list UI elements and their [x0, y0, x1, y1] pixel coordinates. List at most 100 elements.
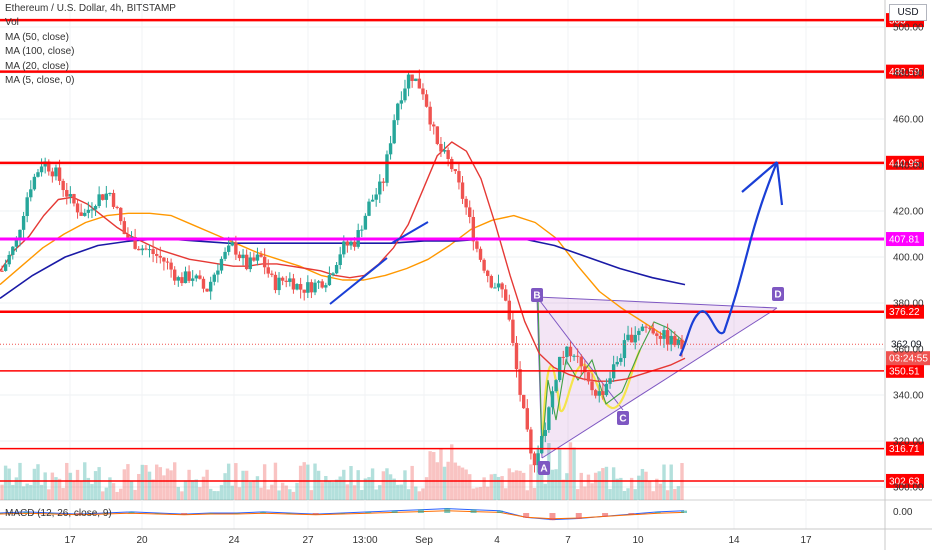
candle[interactable]	[424, 89, 429, 108]
candle[interactable]	[3, 259, 8, 272]
candle[interactable]	[651, 322, 655, 335]
candle[interactable]	[457, 161, 461, 190]
candle[interactable]	[496, 274, 501, 292]
price-level-tag[interactable]	[886, 441, 924, 456]
candle[interactable]	[216, 263, 220, 283]
candle[interactable]	[385, 150, 389, 187]
candle[interactable]	[313, 279, 317, 296]
candle[interactable]	[331, 272, 335, 277]
candle[interactable]	[244, 249, 249, 271]
candle[interactable]	[399, 91, 404, 110]
candle[interactable]	[198, 270, 202, 280]
candle[interactable]	[478, 246, 483, 263]
candle[interactable]	[277, 272, 281, 296]
candle[interactable]	[439, 136, 443, 157]
candle[interactable]	[489, 274, 494, 289]
candle[interactable]	[539, 429, 544, 455]
candle[interactable]	[561, 350, 565, 366]
candle[interactable]	[291, 273, 296, 294]
candle[interactable]	[593, 388, 598, 399]
candle[interactable]	[21, 211, 26, 239]
symbol-title[interactable]: Ethereum / U.S. Dollar, 4h, BITSTAMP	[5, 3, 176, 14]
candle[interactable]	[575, 348, 580, 364]
candle[interactable]	[266, 259, 270, 278]
candle[interactable]	[468, 200, 472, 224]
candle[interactable]	[547, 406, 551, 433]
candle[interactable]	[11, 246, 15, 260]
candle[interactable]	[83, 208, 87, 217]
candle[interactable]	[140, 245, 145, 256]
candle[interactable]	[219, 256, 224, 274]
candle[interactable]	[410, 74, 414, 88]
candle[interactable]	[521, 394, 526, 410]
price-level-tag[interactable]	[886, 64, 924, 79]
price-level-tag[interactable]	[886, 473, 924, 488]
macd-legend[interactable]: MACD (12, 26, close, 9)	[5, 508, 112, 519]
candle[interactable]	[460, 175, 465, 205]
candle[interactable]	[428, 101, 432, 131]
candle[interactable]	[568, 341, 573, 363]
candle[interactable]	[108, 192, 112, 197]
candle[interactable]	[381, 178, 386, 192]
candle[interactable]	[363, 213, 368, 230]
currency-button[interactable]: USD	[889, 4, 927, 21]
candle[interactable]	[151, 240, 155, 263]
candle[interactable]	[471, 209, 476, 251]
candle[interactable]	[208, 276, 213, 300]
candle[interactable]	[655, 330, 659, 345]
candle[interactable]	[396, 102, 400, 125]
candle[interactable]	[640, 324, 645, 332]
candle[interactable]	[554, 379, 558, 393]
candle[interactable]	[158, 246, 163, 264]
legend-ma50[interactable]: MA (50, close)	[5, 31, 69, 43]
candle[interactable]	[32, 173, 37, 191]
candle[interactable]	[75, 199, 80, 219]
candle[interactable]	[543, 422, 547, 443]
candle[interactable]	[79, 203, 83, 216]
candle[interactable]	[622, 333, 627, 367]
candle[interactable]	[165, 257, 170, 270]
candle[interactable]	[604, 378, 609, 397]
candle[interactable]	[432, 121, 436, 135]
candle[interactable]	[262, 248, 267, 275]
candle[interactable]	[633, 326, 637, 350]
candle[interactable]	[111, 189, 116, 210]
candle[interactable]	[183, 266, 188, 284]
candle[interactable]	[532, 451, 537, 473]
candle[interactable]	[334, 261, 339, 275]
candle[interactable]	[464, 196, 468, 215]
candle[interactable]	[406, 70, 411, 97]
candle[interactable]	[93, 204, 98, 216]
candle[interactable]	[180, 272, 184, 286]
candle[interactable]	[172, 266, 177, 285]
candle[interactable]	[65, 182, 69, 205]
price-level-tag[interactable]	[886, 304, 924, 319]
price-level-tag[interactable]	[886, 363, 924, 378]
candle[interactable]	[665, 323, 670, 351]
candle[interactable]	[518, 361, 522, 402]
candle[interactable]	[374, 188, 378, 207]
candle[interactable]	[403, 79, 407, 103]
candle[interactable]	[212, 272, 216, 286]
candle[interactable]	[36, 169, 40, 178]
candle[interactable]	[97, 186, 101, 209]
candle[interactable]	[608, 371, 612, 389]
candle[interactable]	[626, 325, 630, 342]
price-level-tag[interactable]	[886, 155, 924, 170]
candle[interactable]	[345, 239, 350, 253]
point-a-label-box[interactable]	[538, 461, 550, 475]
candle[interactable]	[72, 193, 76, 207]
candle[interactable]	[54, 164, 58, 181]
candle[interactable]	[370, 194, 375, 202]
candle[interactable]	[162, 256, 166, 271]
legend-ma20[interactable]: MA (20, close)	[5, 60, 69, 72]
candle[interactable]	[557, 356, 562, 383]
candle[interactable]	[565, 346, 569, 365]
candle[interactable]	[676, 337, 681, 349]
candle[interactable]	[298, 277, 303, 299]
candle[interactable]	[525, 399, 529, 432]
candle[interactable]	[205, 288, 209, 293]
candle[interactable]	[435, 126, 440, 146]
candle[interactable]	[529, 426, 533, 460]
candle[interactable]	[450, 156, 454, 172]
